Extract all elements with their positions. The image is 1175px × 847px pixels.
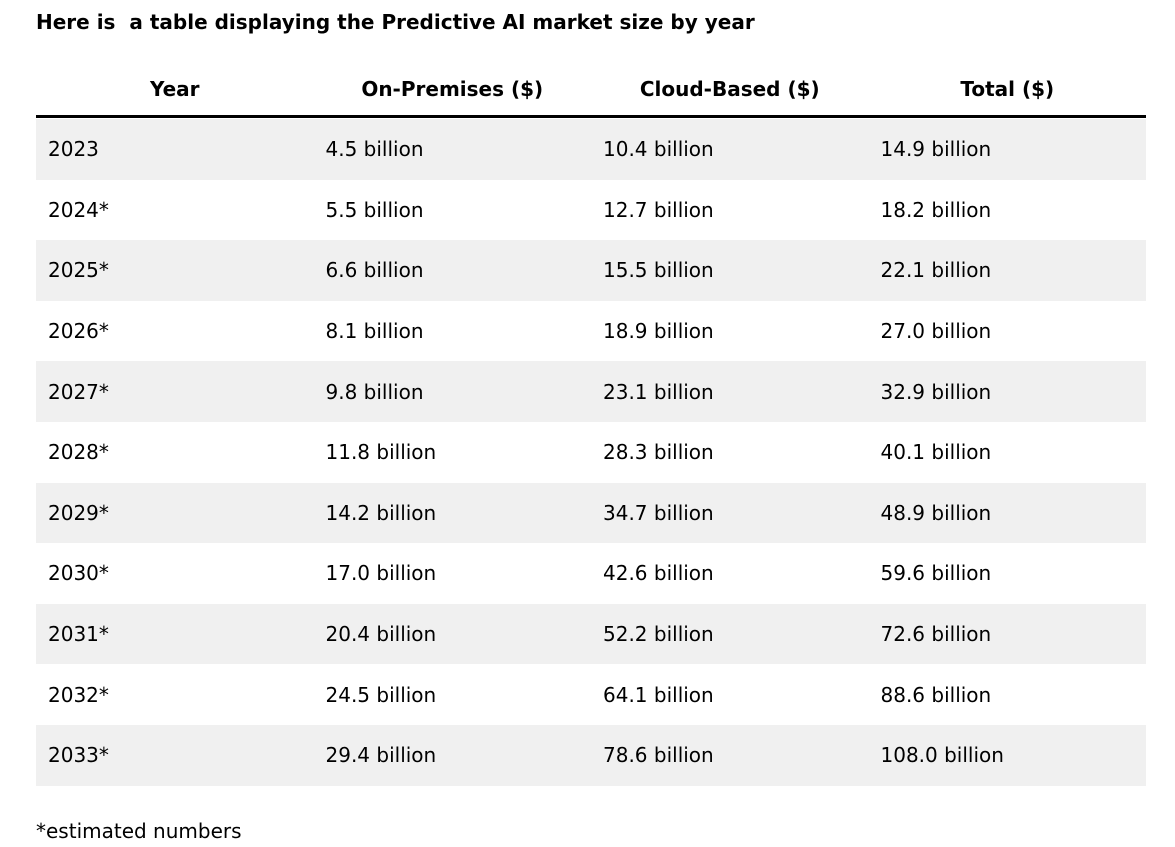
cell-total: 108.0 billion [880,743,1004,768]
table-body: 2023 4.5 billion 10.4 billion 14.9 billion 2… [36,118,1146,786]
cell-cloud-based: 18.9 billion [603,319,714,344]
cell-on-premises: 24.5 billion [325,682,437,707]
cell-total: 88.6 billion [880,682,992,707]
cell-year: 2024* [48,197,109,222]
table-row: 2027* 9.8 billion 23.1 billion 32.9 billion [36,361,1146,422]
table-row: 2029* 14.2 billion 34.7 billion 48.9 billio… [36,482,1146,544]
cell-cloud-based: 42.6 billion [603,561,714,586]
table-row: 2026* 8.1 billion 18.9 billion 27.0 billion [36,301,1146,362]
cell-total: 27.0 billion [880,319,992,344]
cell-on-premises: 11.8 billion [325,440,437,465]
cell-year: 2033* [48,743,109,768]
cell-on-premises: 8.1 billion [325,319,424,344]
table-row: 2025* 6.6 billion 15.5 billion 22.1 billion [36,240,1146,301]
cell-year: 2028* [48,440,109,465]
column-header-cloud-based: Cloud-Based ($) [639,77,820,101]
cell-total: 14.9 billion [880,137,992,162]
cell-cloud-based: 12.7 billion [603,197,714,222]
cell-on-premises: 5.5 billion [325,197,424,222]
table-row: 2024* 5.5 billion 12.7 billion 18.2 billion [36,180,1146,241]
table-header-row: Year On-Premises ($) Cloud-Based ($) Tot… [36,60,1146,118]
column-header-on-premises: On-Premises ($) [361,77,544,101]
cell-total: 72.6 billion [880,622,992,647]
cell-cloud-based: 15.5 billion [603,258,714,283]
cell-on-premises: 9.8 billion [325,379,424,404]
table-row: 2031* 20.4 billion 52.2 billion 72.6 billio… [36,603,1146,665]
cell-total: 59.6 billion [880,561,992,586]
table-row: 2033* 29.4 billion 78.6 billion 108.0 billi… [36,724,1146,786]
cell-on-premises: 4.5 billion [325,137,424,162]
cell-total: 32.9 billion [880,379,992,404]
cell-cloud-based: 52.2 billion [603,622,714,647]
cell-cloud-based: 23.1 billion [603,379,714,404]
cell-total: 22.1 billion [880,258,992,283]
cell-cloud-based: 28.3 billion [603,440,714,465]
cell-year: 2030* [48,561,109,586]
market-size-table: Year On-Premises ($) Cloud-Based ($) Tot… [36,60,1146,786]
cell-year: 2032* [48,682,109,707]
cell-total: 18.2 billion [880,197,992,222]
cell-cloud-based: 64.1 billion [603,682,714,707]
cell-year: 2031* [48,622,109,647]
cell-total: 40.1 billion [880,440,992,465]
column-header-total: Total ($) [960,77,1055,101]
table-row: 2030* 17.0 billion 42.6 billion 59.6 billio… [36,543,1146,604]
cell-total: 48.9 billion [880,500,992,525]
table-row: 2032* 24.5 billion 64.1 billion 88.6 billio… [36,664,1146,725]
column-header-year: Year [149,77,200,101]
cell-year: 2025* [48,258,109,283]
cell-on-premises: 29.4 billion [325,743,437,768]
cell-on-premises: 6.6 billion [325,258,424,283]
cell-year: 2029* [48,500,109,525]
cell-year: 2027* [48,379,109,404]
cell-year: 2026* [48,319,109,344]
page-heading: Here is a table displaying the Predictiv… [36,10,755,34]
cell-on-premises: 17.0 billion [325,561,437,586]
cell-cloud-based: 10.4 billion [603,137,714,162]
footnote: *estimated numbers [36,819,242,843]
table-row: 2028* 11.8 billion 28.3 billion 40.1 billio… [36,422,1146,483]
cell-on-premises: 20.4 billion [325,622,437,647]
cell-cloud-based: 34.7 billion [603,500,714,525]
cell-cloud-based: 78.6 billion [603,743,714,768]
table-row: 2023 4.5 billion 10.4 billion 14.9 billion [36,119,1146,180]
cell-year: 2023 [48,137,99,162]
cell-on-premises: 14.2 billion [325,500,437,525]
